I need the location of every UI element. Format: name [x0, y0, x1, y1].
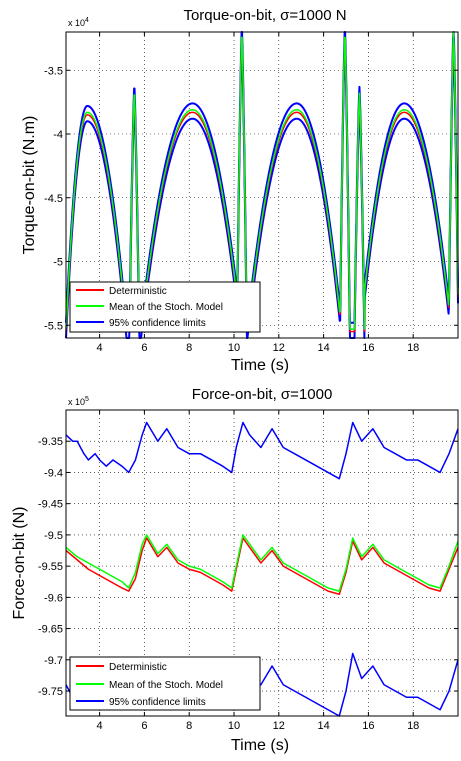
y-tick-label: -9.35: [38, 436, 63, 448]
plot-frame: [65, 31, 459, 339]
y-tick-label: -3.5: [44, 65, 63, 77]
series-upper-confidence: [65, 421, 459, 480]
y-tick-label: -4.5: [44, 193, 63, 205]
x-axis-label: Time (s): [231, 737, 289, 754]
y-axis-label: Torque-on-bit (N.m): [21, 116, 38, 255]
x-tick-label: 18: [407, 342, 419, 354]
y-tick-label: -9.7: [44, 655, 63, 667]
series-mean: [65, 534, 459, 592]
legend: Deterministic Mean of the Stoch. Model 9…: [69, 281, 261, 333]
y-tick-label: -9.5: [44, 530, 63, 542]
x-tick-label: 4: [97, 342, 103, 354]
legend-label-mean: Mean of the Stoch. Model: [109, 302, 223, 313]
grid: [66, 410, 458, 716]
series-mean: [65, 31, 459, 330]
x-tick-label: 10: [228, 342, 240, 354]
y-tick-label: -9.45: [38, 499, 63, 511]
y-tick-label: -4: [53, 129, 63, 141]
y-multiplier-exp: 5: [85, 396, 89, 403]
chart-title: Force-on-bit, σ=1000: [192, 386, 333, 403]
x-tick-label: 12: [273, 342, 285, 354]
y-tick-label: -9.6: [44, 592, 63, 604]
y-ticks: -3.5 -4 -4.5 -5 -5.5: [44, 65, 458, 332]
plot-frame: [65, 409, 459, 717]
x-tick-label: 14: [317, 342, 329, 354]
y-multiplier-base: x 10: [68, 18, 85, 28]
legend: Deterministic Mean of the Stoch. Model 9…: [69, 656, 261, 711]
x-tick-label: 12: [273, 720, 285, 732]
legend-label-confidence: 95% confidence limits: [109, 318, 206, 329]
x-tick-label: 6: [141, 720, 147, 732]
y-tick-label: -9.65: [38, 624, 63, 636]
x-axis-label: Time (s): [231, 357, 289, 374]
y-multiplier: x 105: [68, 396, 89, 407]
x-tick-label: 10: [228, 720, 240, 732]
y-tick-label: -9.4: [44, 467, 63, 479]
y-ticks: -9.35 -9.4 -9.45 -9.5 -9.55 -9.6 -9.65 -9.7 -9.7…: [38, 436, 458, 698]
x-tick-label: 8: [186, 342, 192, 354]
y-multiplier: x 104: [68, 17, 89, 28]
data-layer: [65, 31, 459, 339]
chart-title: Torque-on-bit, σ=1000 N: [183, 7, 346, 24]
y-tick-label: -9.75: [38, 686, 63, 698]
x-tick-label: 4: [97, 720, 103, 732]
torque-chart: Torque-on-bit, σ=1000 N x 104 4 6 8 10 12 14 1…: [21, 7, 459, 374]
legend-label-deterministic: Deterministic: [109, 662, 167, 673]
x-ticks: 4 6 8 10 12 14 16 18: [97, 32, 419, 354]
x-tick-label: 16: [362, 720, 374, 732]
y-tick-label: -5.5: [44, 320, 63, 332]
y-tick-label: -9.55: [38, 561, 63, 573]
x-tick-label: 18: [407, 720, 419, 732]
y-multiplier-exp: 4: [85, 17, 89, 24]
grid: [66, 32, 458, 338]
series-deterministic: [65, 537, 459, 595]
x-tick-label: 14: [317, 720, 329, 732]
force-chart: Force-on-bit, σ=1000 x 105 4 6 8 10 12 14 16 18…: [11, 386, 459, 754]
legend-label-deterministic: Deterministic: [109, 286, 167, 297]
legend-label-mean: Mean of the Stoch. Model: [109, 680, 223, 691]
x-ticks: 4 6 8 10 12 14 16 18: [97, 410, 419, 732]
x-tick-label: 8: [186, 720, 192, 732]
y-multiplier-base: x 10: [68, 397, 85, 407]
x-tick-label: 6: [141, 342, 147, 354]
x-tick-label: 16: [362, 342, 374, 354]
y-axis-label: Force-on-bit (N): [11, 507, 28, 620]
legend-label-confidence: 95% confidence limits: [109, 697, 206, 708]
y-tick-label: -5: [53, 257, 63, 269]
